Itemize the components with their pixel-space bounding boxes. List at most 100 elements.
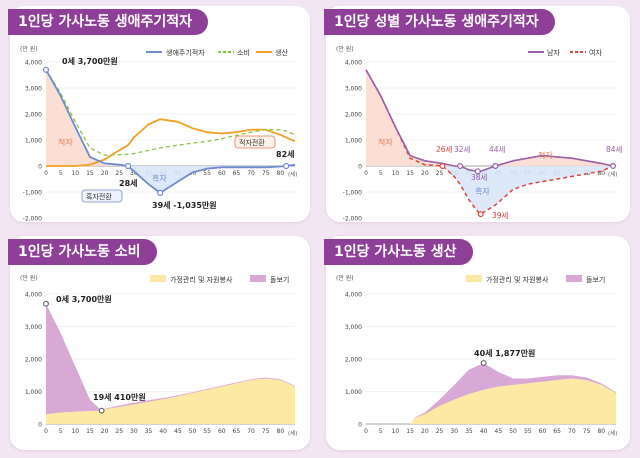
annotation-start: 0세 3,700만원 [62, 56, 118, 66]
legend-lcd: 생애주기적자 [166, 48, 205, 57]
y-tick-label: 1,000 [345, 138, 362, 145]
highlight-point [610, 163, 617, 170]
y-tick-label: 1,000 [345, 389, 362, 396]
annotation-min: 19세 410만원 [93, 392, 146, 402]
x-tick-label: 30 [130, 170, 138, 177]
y-tick-label: 2,000 [25, 112, 42, 119]
x-tick-label: 20 [421, 170, 429, 177]
annotation-39: 39세 [492, 211, 509, 220]
x-tick-label: 25 [115, 170, 123, 177]
x-tick-label: 65 [233, 170, 241, 177]
y-tick-label: 3,000 [25, 86, 42, 93]
x-tick-label: 25 [436, 170, 444, 177]
area-housework [46, 378, 295, 424]
highlight-point [439, 163, 446, 170]
x-tick-label: 0 [364, 428, 368, 435]
legend: 남자 여자 [528, 48, 602, 57]
annotations: 적자 26세 32세 44세 적자 84세 38세 흑자 39세 [378, 137, 623, 220]
x-tick-label: 80 [277, 428, 285, 435]
x-tick-label: 65 [553, 428, 561, 435]
annotation-start: 0세 3,700만원 [56, 294, 112, 304]
x-tick-label: 10 [71, 170, 79, 177]
x-tick-label: 50 [189, 428, 197, 435]
annotation-low: 39세 -1,035만원 [152, 200, 217, 210]
annotation-38: 38세 [471, 173, 488, 182]
highlight-point [492, 163, 499, 170]
x-tick-label: 60 [539, 428, 547, 435]
highlight-point [43, 300, 49, 307]
x-tick-label: 55 [203, 428, 211, 435]
x-unit: (세) [608, 170, 617, 178]
y-tick-label: 4,000 [25, 60, 42, 67]
deficit-area [46, 69, 295, 166]
x-tick-label: 25 [436, 428, 444, 435]
x-tick-label: 35 [465, 428, 473, 435]
x-tick-label: 55 [524, 428, 532, 435]
annotations: 0세 3,700만원 적자 흑자전환 28세 흑자 39세 -1,035만원 적… [58, 56, 295, 210]
annotation-32: 32세 [454, 145, 471, 154]
x-tick-label: 70 [568, 428, 576, 435]
x-tick-label: 0 [44, 428, 48, 435]
legend-care: 돌보기 [586, 275, 605, 284]
x-tick-label: 60 [218, 170, 226, 177]
highlight-point [124, 162, 132, 170]
annotation-82: 82세 [276, 149, 295, 159]
x-tick-label: 70 [247, 428, 255, 435]
y-tick-label: 4,000 [345, 292, 362, 299]
box-to-deficit [234, 135, 276, 149]
legend-production: 생산 [275, 48, 288, 57]
plot-area: -2,000 -1,000 0 1,000 2,000 3,000 4,000 0 5 10 15 2… [343, 60, 617, 222]
area-care [46, 303, 295, 415]
legend: 가정관리 및 자원봉사 돌보기 [150, 275, 289, 284]
x-tick-label: 15 [406, 170, 414, 177]
legend-care: 돌보기 [270, 275, 289, 284]
x-tick-label: 45 [174, 428, 182, 435]
area-care [366, 363, 616, 424]
x-tick-label: 40 [159, 428, 167, 435]
panel-title: 1인당 가사노동 소비 [8, 239, 157, 265]
chart-gender: (만 원) 남자 여자 -2,000 -1,000 0 1,000 2,000 3,000… [336, 45, 623, 222]
highlight-point [457, 163, 464, 170]
plot-area: 0 1,000 2,000 3,000 4,000 0 5 10 15 20 25 30 35 40 45 5… [345, 292, 616, 435]
label-deficit-1: 적자 [378, 137, 393, 147]
x-tick-label: 5 [59, 170, 63, 177]
x-tick-label: 15 [86, 428, 94, 435]
surplus-area [46, 166, 295, 193]
annotation-44: 44세 [489, 145, 506, 154]
y-unit: (만 원) [20, 45, 38, 53]
y-tick-label: -1,000 [23, 190, 43, 197]
x-unit: (세) [608, 429, 617, 437]
x-tick-label: 5 [379, 170, 383, 177]
highlight-point [474, 168, 481, 175]
annotation-26: 26세 [436, 145, 453, 154]
legend-housework: 가정관리 및 자원봉사 [170, 275, 233, 284]
y-unit: (만 원) [336, 45, 354, 53]
plot-area: 0 1,000 2,000 3,000 4,000 0 5 10 15 20 25 30 35 40 45 5… [25, 292, 295, 435]
label-surplus: 흑자 [475, 186, 490, 196]
series-consumption [45, 69, 296, 156]
legend-male: 남자 [547, 48, 560, 57]
panel-title: 1인당 가사노동 생산 [324, 239, 473, 265]
y-tick-label: 2,000 [345, 112, 362, 119]
x-tick-label: 80 [277, 170, 285, 177]
panel-lcd: 1인당 가사노동 생애주기적자 (만 원) 생애주기적자 소비 생산 -2,00… [8, 6, 310, 222]
x-tick-label: 75 [262, 428, 270, 435]
x-tick-label: 75 [262, 170, 270, 177]
y-tick-label: 0 [358, 164, 362, 171]
y-tick-label: 4,000 [25, 292, 42, 299]
x-tick-label: 55 [203, 170, 211, 177]
y-tick-label: 3,000 [25, 324, 42, 331]
x-tick-label: 20 [421, 428, 429, 435]
panel-production: 1인당 가사노동 생산 (만 원) 가정관리 및 자원봉사 돌보기 0 1,000… [324, 236, 630, 450]
deficit-area [366, 69, 614, 166]
x-tick-label: 80 [597, 428, 605, 435]
y-tick-label: 2,000 [25, 357, 42, 364]
series-lcd [45, 69, 296, 194]
highlight-point [157, 189, 164, 197]
x-tick-label: 60 [218, 428, 226, 435]
label-deficit: 적자 [58, 137, 73, 147]
x-tick-label: 0 [364, 170, 368, 177]
x-tick-label: 20 [101, 428, 109, 435]
x-tick-label: 30 [450, 428, 458, 435]
label-surplus: 흑자 [152, 173, 167, 183]
